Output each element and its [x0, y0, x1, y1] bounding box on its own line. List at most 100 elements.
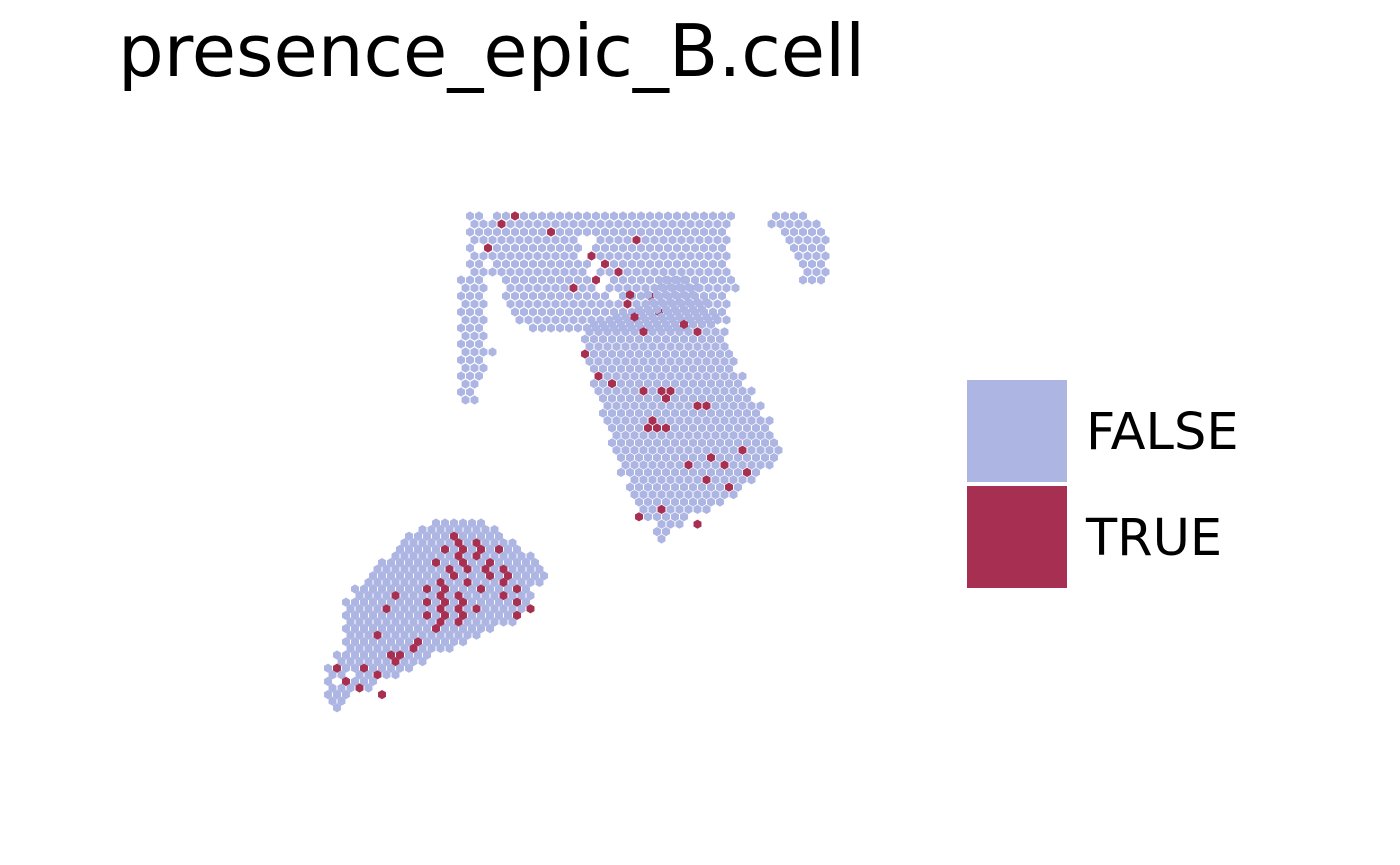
spot-false: [668, 251, 677, 261]
spot-false: [621, 371, 630, 381]
spot-false: [698, 423, 706, 433]
spot-false: [671, 423, 679, 433]
spot-false: [436, 525, 445, 535]
spot-false: [646, 243, 654, 253]
spot-false: [517, 604, 526, 614]
spot-false: [680, 423, 688, 433]
spot-false: [644, 379, 652, 389]
spot-false: [436, 564, 445, 574]
spot-false: [707, 408, 715, 418]
spot-false: [605, 235, 614, 245]
spot-false: [466, 275, 474, 285]
spot-true: [463, 577, 472, 587]
spot-false: [405, 584, 413, 594]
spot-false: [677, 267, 686, 277]
spot-false: [635, 305, 643, 315]
spot-false: [621, 445, 630, 455]
spot-false: [689, 379, 697, 389]
spot-false: [479, 299, 488, 309]
spot-false: [707, 467, 715, 477]
spot-false: [477, 518, 485, 528]
spot-false: [470, 315, 479, 325]
spot-false: [628, 227, 636, 237]
spot-false: [495, 571, 503, 581]
spot-false: [569, 267, 578, 277]
spot-false: [599, 408, 607, 418]
spot-false: [707, 349, 715, 359]
spot-false: [716, 467, 724, 477]
spot-false: [709, 291, 717, 301]
spot-false: [671, 512, 679, 522]
spot-false: [583, 259, 591, 269]
spot-true: [472, 551, 481, 561]
spot-false: [508, 591, 517, 601]
spot-false: [360, 650, 368, 660]
spot-false: [657, 312, 666, 322]
spot-false: [427, 525, 436, 535]
spot-false: [747, 445, 756, 455]
spot-false: [387, 584, 395, 594]
spot-false: [466, 211, 474, 221]
spot-false: [648, 386, 657, 396]
spot-false: [360, 584, 368, 594]
spot-false: [333, 650, 341, 660]
spot-false: [707, 438, 715, 448]
spot-false: [729, 371, 738, 381]
spot-false: [781, 227, 789, 237]
spot-false: [684, 490, 693, 500]
spot-false: [450, 558, 458, 568]
spot-false: [551, 219, 560, 229]
spot-false: [400, 591, 409, 601]
spot-false: [630, 490, 639, 500]
spot-false: [515, 267, 524, 277]
spot-false: [655, 259, 663, 269]
spot-false: [423, 531, 431, 541]
spot-false: [418, 617, 427, 627]
spot-false: [436, 630, 445, 640]
spot-false: [391, 670, 400, 680]
spot-false: [542, 235, 551, 245]
spot-false: [369, 637, 377, 647]
spot-false: [533, 235, 542, 245]
spot-false: [538, 307, 546, 317]
spot-false: [560, 219, 569, 229]
spot-false: [560, 251, 569, 261]
spot-true: [441, 610, 449, 620]
spot-false: [812, 235, 821, 245]
spot-false: [499, 617, 508, 627]
spot-false: [785, 235, 794, 245]
spot-false: [470, 219, 479, 229]
spot-true: [662, 393, 670, 403]
spot-false: [790, 211, 798, 221]
spot-false: [716, 423, 724, 433]
spot-false: [662, 512, 670, 522]
spot-false: [369, 676, 377, 686]
spot-true: [720, 460, 729, 470]
spot-false: [709, 275, 717, 285]
spot-false: [605, 283, 614, 293]
spot-false: [666, 401, 675, 411]
spot-false: [655, 211, 663, 221]
spot-false: [812, 267, 821, 277]
spot-false: [711, 342, 720, 352]
spot-false: [608, 334, 616, 344]
spot-false: [612, 342, 621, 352]
spot-false: [574, 291, 582, 301]
spot-false: [605, 267, 614, 277]
spot-true: [499, 591, 508, 601]
spot-false: [454, 564, 463, 574]
spot-false: [637, 275, 645, 285]
spot-false: [808, 259, 816, 269]
spot-false: [461, 379, 470, 389]
spot-false: [671, 319, 679, 329]
spot-false: [445, 525, 454, 535]
spot-false: [461, 363, 470, 373]
spot-false: [662, 349, 670, 359]
spot-false: [599, 349, 607, 359]
spot-false: [488, 251, 497, 261]
spot-false: [590, 379, 598, 389]
spot-false: [623, 267, 632, 277]
spot-false: [533, 219, 542, 229]
spot-false: [441, 518, 449, 528]
spot-false: [477, 597, 485, 607]
